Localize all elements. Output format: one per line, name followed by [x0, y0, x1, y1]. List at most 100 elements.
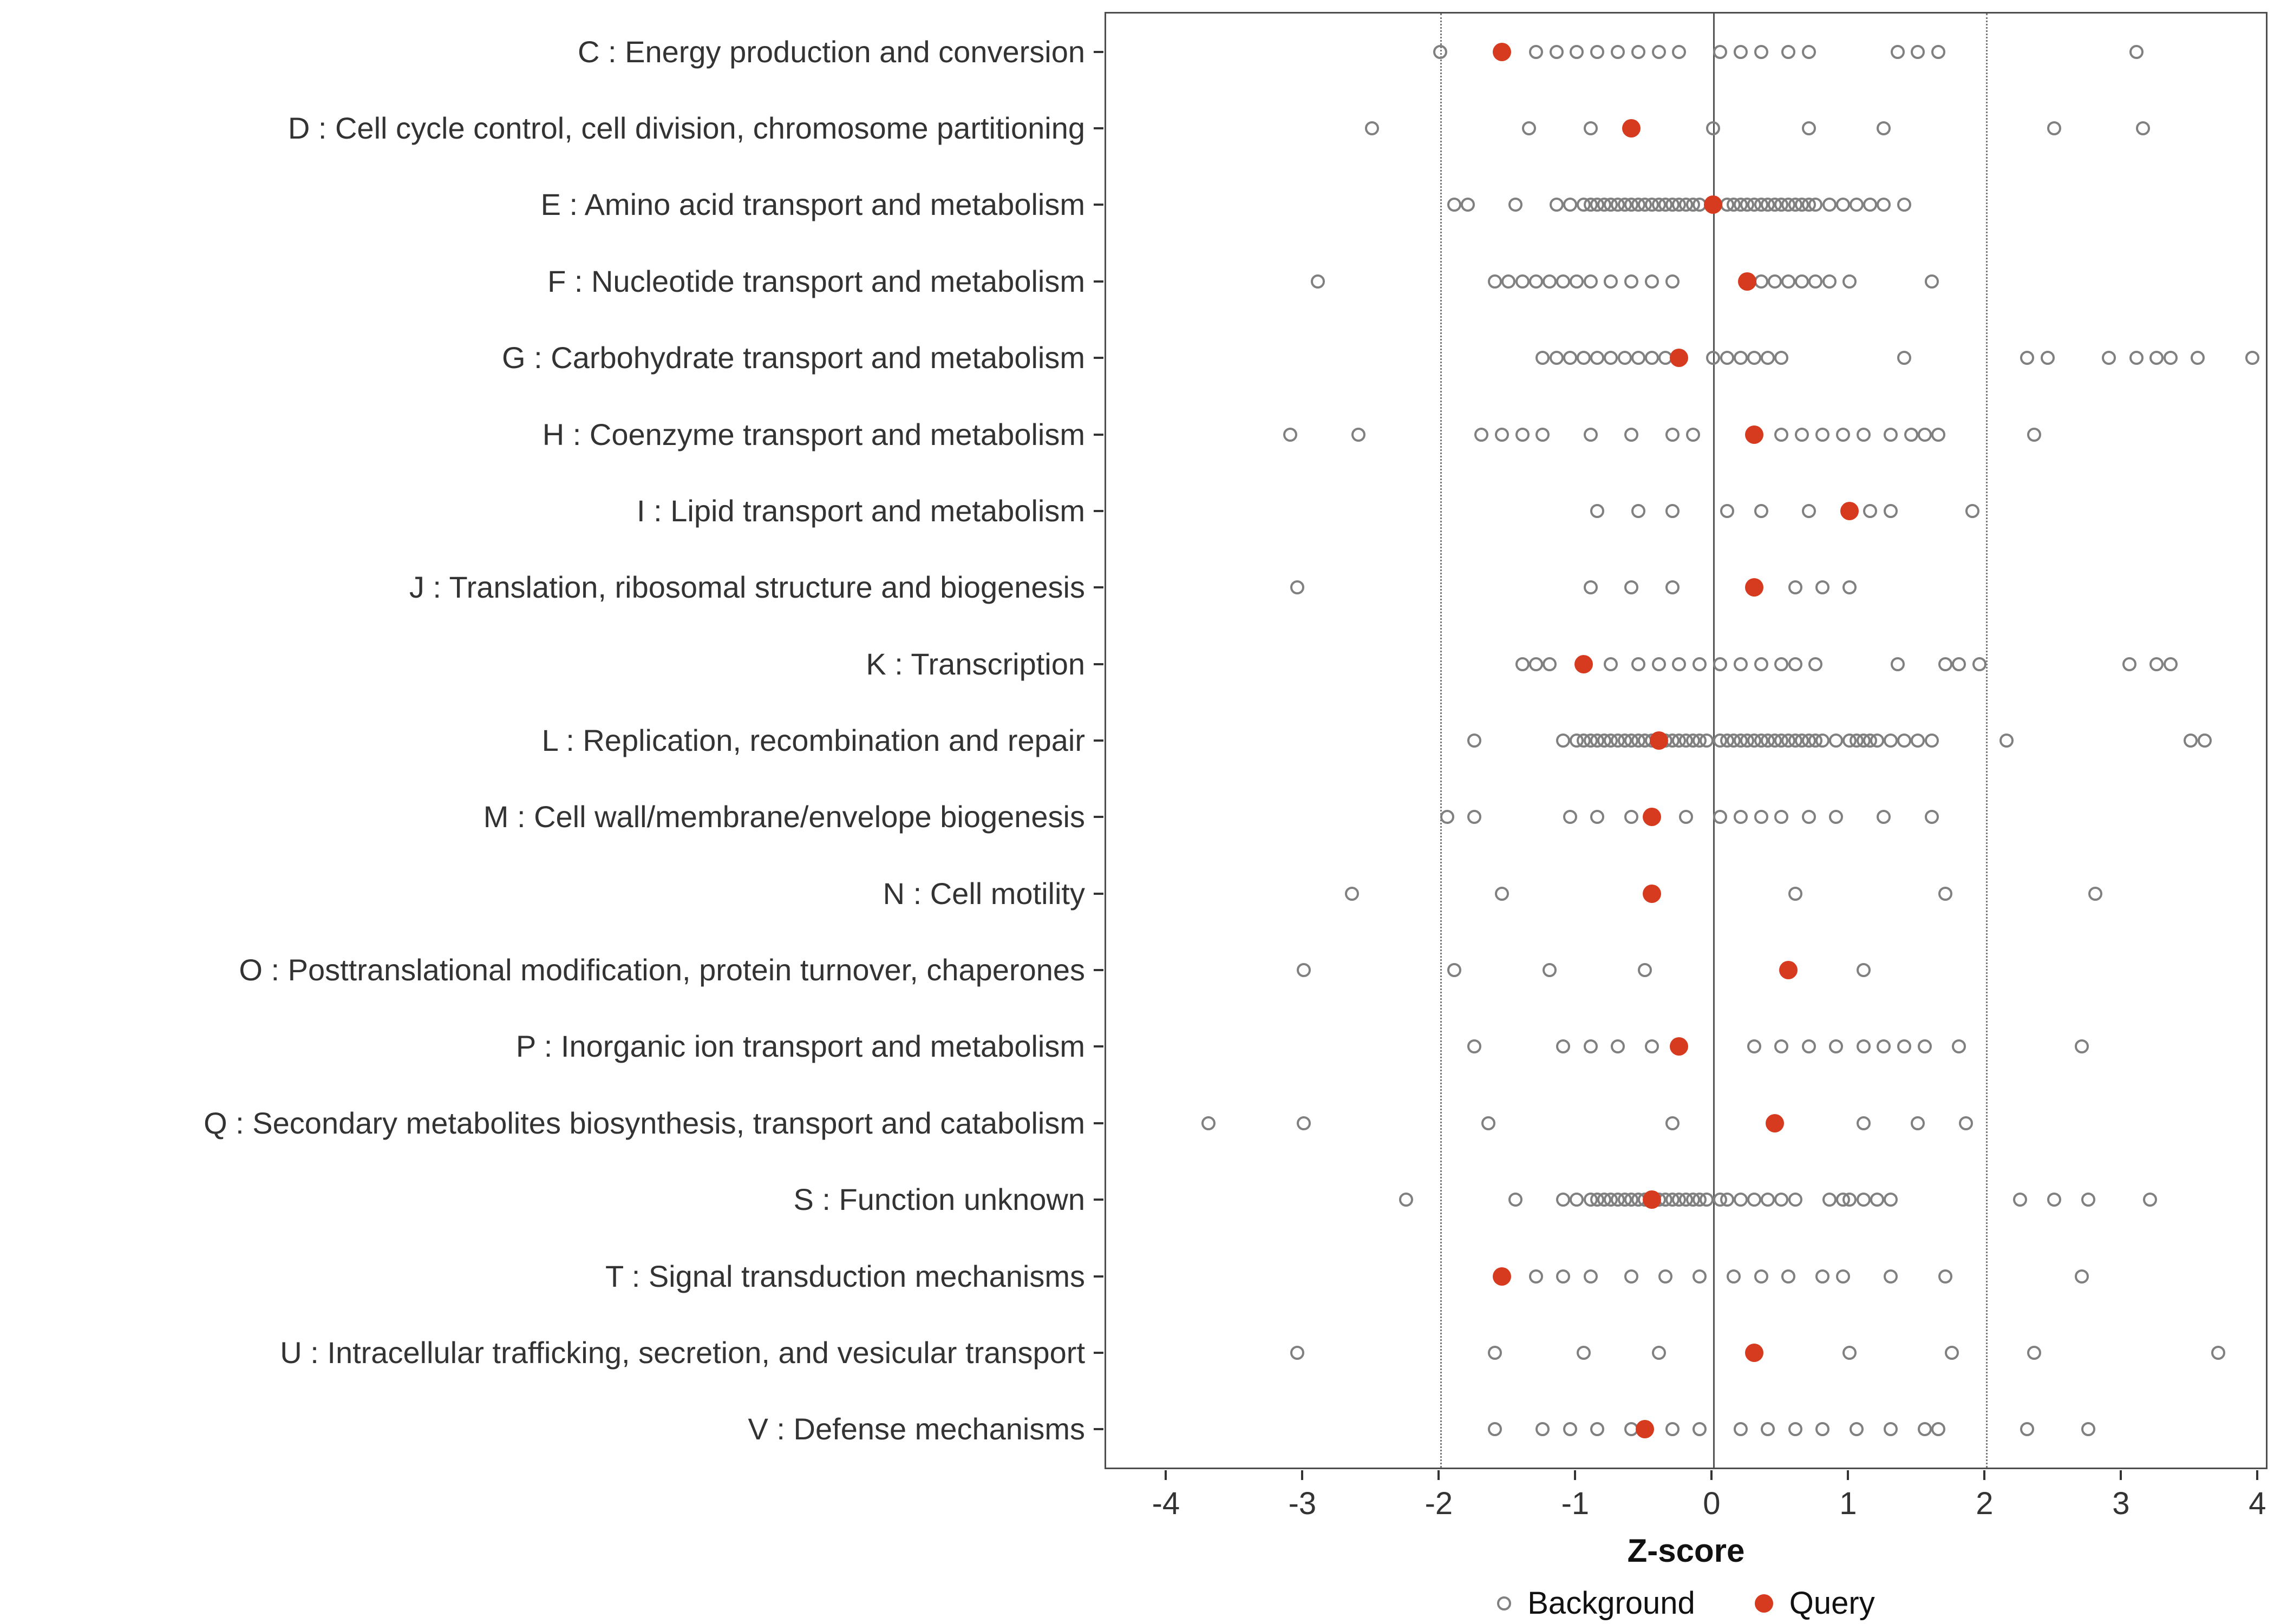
background-point — [1795, 427, 1809, 442]
background-point — [1624, 274, 1639, 289]
background-point — [1310, 274, 1325, 289]
y-axis-label: E : Amino acid transport and metabolism — [540, 187, 1085, 222]
background-point — [1665, 503, 1680, 518]
y-axis-tick-mark — [1094, 1122, 1103, 1124]
x-axis-tick-mark — [1847, 1470, 1850, 1480]
background-point — [1556, 1193, 1571, 1207]
background-point — [1624, 580, 1639, 595]
background-point — [1801, 810, 1816, 824]
background-point — [1685, 427, 1700, 442]
background-point — [1952, 657, 1966, 671]
x-axis-tick-mark — [1301, 1470, 1304, 1480]
background-point-icon — [1497, 1596, 1512, 1610]
background-point — [1924, 734, 1939, 748]
background-point — [2136, 121, 2151, 136]
background-point — [1884, 1269, 1898, 1284]
y-axis-tick-mark — [1094, 739, 1103, 742]
background-point — [1351, 427, 1366, 442]
y-axis-label: G : Carbohydrate transport and metabolis… — [502, 340, 1085, 375]
background-point — [1528, 274, 1543, 289]
y-axis-label: Q : Secondary metabolites biosynthesis, … — [204, 1105, 1085, 1140]
x-axis-ticks: -4 -3 -2 -1 0 1 2 3 4 — [1105, 1470, 2268, 1535]
background-point — [1645, 274, 1659, 289]
x-axis-tick-mark — [1574, 1470, 1577, 1480]
background-point — [1801, 503, 1816, 518]
query-point — [1492, 42, 1511, 61]
background-point — [1624, 810, 1639, 824]
y-axis-label: L : Replication, recombination and repai… — [541, 723, 1085, 757]
background-point — [1720, 503, 1734, 518]
background-point — [1822, 198, 1837, 212]
background-point — [1931, 44, 1946, 59]
background-point — [1788, 1422, 1802, 1437]
background-point — [2074, 1039, 2089, 1054]
background-point — [2013, 1193, 2028, 1207]
background-point — [1931, 1422, 1946, 1437]
background-point — [1815, 1269, 1829, 1284]
background-point — [1774, 351, 1789, 365]
background-point — [1918, 1039, 1932, 1054]
y-axis-ticks — [1092, 14, 1105, 1468]
background-point — [1399, 1193, 1414, 1207]
background-point — [1665, 1116, 1680, 1130]
background-point — [2163, 657, 2178, 671]
background-point — [1447, 198, 1461, 212]
background-point — [1822, 274, 1837, 289]
background-point — [1515, 657, 1530, 671]
background-point — [1801, 121, 1816, 136]
x-axis-title: Z-score — [1627, 1533, 1745, 1569]
background-point — [1720, 351, 1734, 365]
background-point — [1856, 427, 1871, 442]
query-point — [1745, 1343, 1763, 1362]
background-point — [1570, 274, 1584, 289]
background-point — [1467, 810, 1482, 824]
background-point — [1774, 657, 1789, 671]
background-point — [1754, 503, 1768, 518]
background-point — [1543, 274, 1557, 289]
legend-item-query: Query — [1754, 1585, 1875, 1621]
background-point — [1761, 351, 1775, 365]
background-point — [1590, 1422, 1605, 1437]
background-point — [1693, 657, 1707, 671]
background-point — [1842, 1193, 1857, 1207]
query-point — [1643, 808, 1661, 827]
background-point — [2027, 1345, 2041, 1360]
background-point — [1515, 274, 1530, 289]
background-point — [1290, 1345, 1304, 1360]
query-point-icon — [1754, 1594, 1773, 1613]
background-point — [1604, 351, 1618, 365]
x-axis-tick-label: -4 — [1152, 1486, 1180, 1521]
y-axis-tick-mark — [1094, 1275, 1103, 1278]
background-point — [1201, 1116, 1216, 1130]
x-axis-tick-label: 3 — [2112, 1486, 2130, 1521]
y-axis-label: M : Cell wall/membrane/envelope biogenes… — [483, 800, 1085, 834]
legend-label-background: Background — [1527, 1586, 1695, 1621]
background-point — [1890, 44, 1905, 59]
y-axis-label: H : Coenzyme transport and metabolism — [542, 417, 1085, 451]
x-axis-tick-mark — [1983, 1470, 1986, 1480]
background-point — [1583, 274, 1598, 289]
y-axis-tick-mark — [1094, 127, 1103, 130]
background-point — [1781, 1269, 1795, 1284]
background-point — [2197, 734, 2212, 748]
background-point — [1488, 1345, 1502, 1360]
y-axis-label: O : Posttranslational modification, prot… — [239, 953, 1085, 987]
background-point — [1911, 734, 1925, 748]
background-point — [1801, 44, 1816, 59]
background-point — [1747, 351, 1761, 365]
background-point — [1788, 886, 1802, 901]
x-axis-tick-label: -2 — [1424, 1486, 1453, 1521]
background-point — [1543, 963, 1557, 978]
background-point — [1815, 1422, 1829, 1437]
y-axis-tick-mark — [1094, 50, 1103, 53]
background-point — [1488, 1422, 1502, 1437]
background-point — [2184, 734, 2198, 748]
background-point — [1535, 351, 1550, 365]
background-point — [1733, 1422, 1748, 1437]
y-axis-label: D : Cell cycle control, cell division, c… — [287, 111, 1085, 146]
query-point — [1670, 1037, 1689, 1056]
plot-panel — [1105, 12, 2268, 1469]
background-point — [1965, 503, 1980, 518]
y-axis-tick-mark — [1094, 204, 1103, 206]
background-point — [1699, 734, 1714, 748]
